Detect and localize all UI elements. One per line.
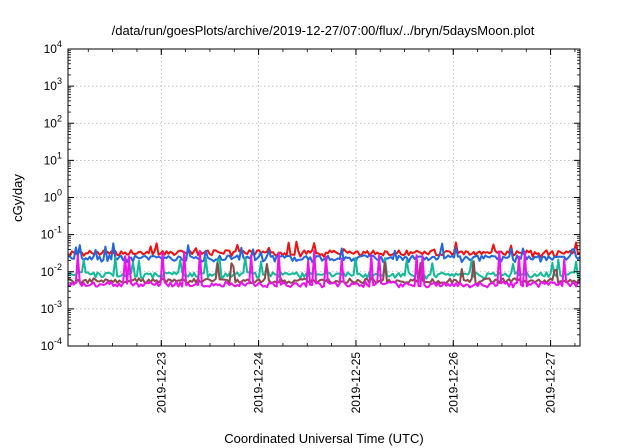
y-tick-exponent: 4 — [57, 39, 62, 49]
y-tick-label: 10-1 — [41, 225, 62, 242]
x-axis-label: Coordinated Universal Time (UTC) — [224, 431, 423, 446]
x-axis: 2019-12-23 2019-12-24 2019-12-25 2019-12-26… — [87, 49, 576, 414]
y-tick-label: 100 — [44, 188, 62, 205]
y-axis-label: cGy/day — [10, 174, 25, 222]
y-tick-base: 10 — [44, 116, 58, 130]
series-line — [67, 242, 581, 264]
series-group — [67, 240, 581, 289]
y-tick-base: 10 — [44, 42, 58, 56]
y-tick-exponent: -3 — [54, 299, 62, 309]
y-tick-exponent: -2 — [54, 262, 62, 272]
y-tick-base: 10 — [44, 191, 58, 205]
y-tick-base: 10 — [41, 265, 55, 279]
y-tick-label: 10-4 — [41, 336, 62, 353]
y-tick-exponent: -1 — [54, 225, 62, 235]
y-tick-base: 10 — [44, 153, 58, 167]
x-tick-label: 2019-12-27 — [544, 352, 558, 414]
series-line — [67, 250, 581, 289]
y-tick-exponent: 1 — [57, 150, 62, 160]
x-tick-label: 2019-12-26 — [446, 352, 460, 414]
y-tick-label: 103 — [44, 76, 62, 93]
y-tick-exponent: 2 — [57, 113, 62, 123]
y-tick-label: 104 — [44, 39, 62, 56]
y-tick-exponent: 0 — [57, 188, 62, 198]
y-tick-base: 10 — [41, 302, 55, 316]
x-tick-label: 2019-12-25 — [349, 352, 363, 414]
grid — [68, 49, 580, 346]
y-tick-label: 10-3 — [41, 299, 62, 316]
y-tick-base: 10 — [41, 339, 55, 353]
y-tick-base: 10 — [44, 79, 58, 93]
y-tick-label: 10-2 — [41, 262, 62, 279]
x-tick-label: 2019-12-23 — [154, 352, 168, 414]
y-tick-label: 102 — [44, 113, 62, 130]
x-tick-label: 2019-12-24 — [252, 352, 266, 414]
y-tick-exponent: 3 — [57, 76, 62, 86]
y-tick-base: 10 — [41, 228, 55, 242]
chart-title: /data/run/goesPlots/archive/2019-12-27/0… — [112, 23, 535, 38]
series-line — [67, 240, 581, 258]
y-tick-label: 101 — [44, 150, 62, 167]
y-tick-exponent: -4 — [54, 336, 62, 346]
